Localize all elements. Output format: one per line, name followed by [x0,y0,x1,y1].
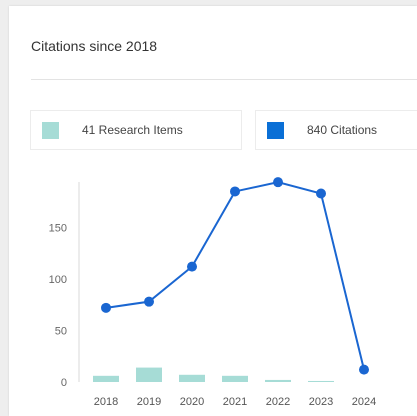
citations-label: 840 Citations [307,123,378,137]
x-tick-label: 2023 [309,396,333,408]
research-items-bar-2018[interactable] [93,375,119,382]
research-items-bar-2021[interactable] [222,375,248,382]
y-tick-label: 0 [61,377,67,389]
x-tick-label: 2024 [352,396,376,408]
citations-point-2019[interactable] [144,296,154,307]
citations-point-2024[interactable] [359,364,369,375]
citations-point-2022[interactable] [273,177,283,188]
research-items-label: 41 Research Items [82,123,183,137]
research-items-bar-2023[interactable] [308,380,334,382]
title-divider [31,79,417,80]
y-tick-label: 50 [55,326,67,338]
citations-point-2020[interactable] [187,261,197,272]
citations-chart: 0 50 100 150 2018 2019 2020 2021 2022 2023 2024 [49,177,376,408]
research-items-bar-2020[interactable] [179,374,205,382]
citations-point-2018[interactable] [101,302,111,313]
citation-points [101,177,369,375]
citations-line [105,181,365,370]
research-items-bar-2019[interactable] [136,367,162,382]
x-tick-label: 2020 [180,396,204,408]
y-tick-label: 150 [49,223,67,235]
x-tick-label: 2019 [137,396,161,408]
legend-citations[interactable]: 840 Citations [255,110,417,150]
x-tick-label: 2021 [223,396,247,408]
citations-point-2023[interactable] [316,188,326,199]
research-items-bar-2022[interactable] [265,379,291,382]
legend-research-items[interactable]: 41 Research Items [30,110,242,150]
y-tick-label: 100 [49,274,67,286]
research-item-bars [93,367,334,382]
card-title: Citations since 2018 [31,38,158,54]
y-tick-labels: 0 50 100 150 [49,223,67,390]
citations-card: Citations since 2018 41 Research Items 8… [9,6,417,416]
x-tick-labels: 2018 2019 2020 2021 2022 2023 2024 [94,396,376,408]
citations-swatch [267,121,284,139]
citations-point-2021[interactable] [230,186,240,197]
research-items-swatch [42,121,59,139]
x-tick-label: 2022 [266,396,290,408]
x-tick-label: 2018 [94,396,118,408]
